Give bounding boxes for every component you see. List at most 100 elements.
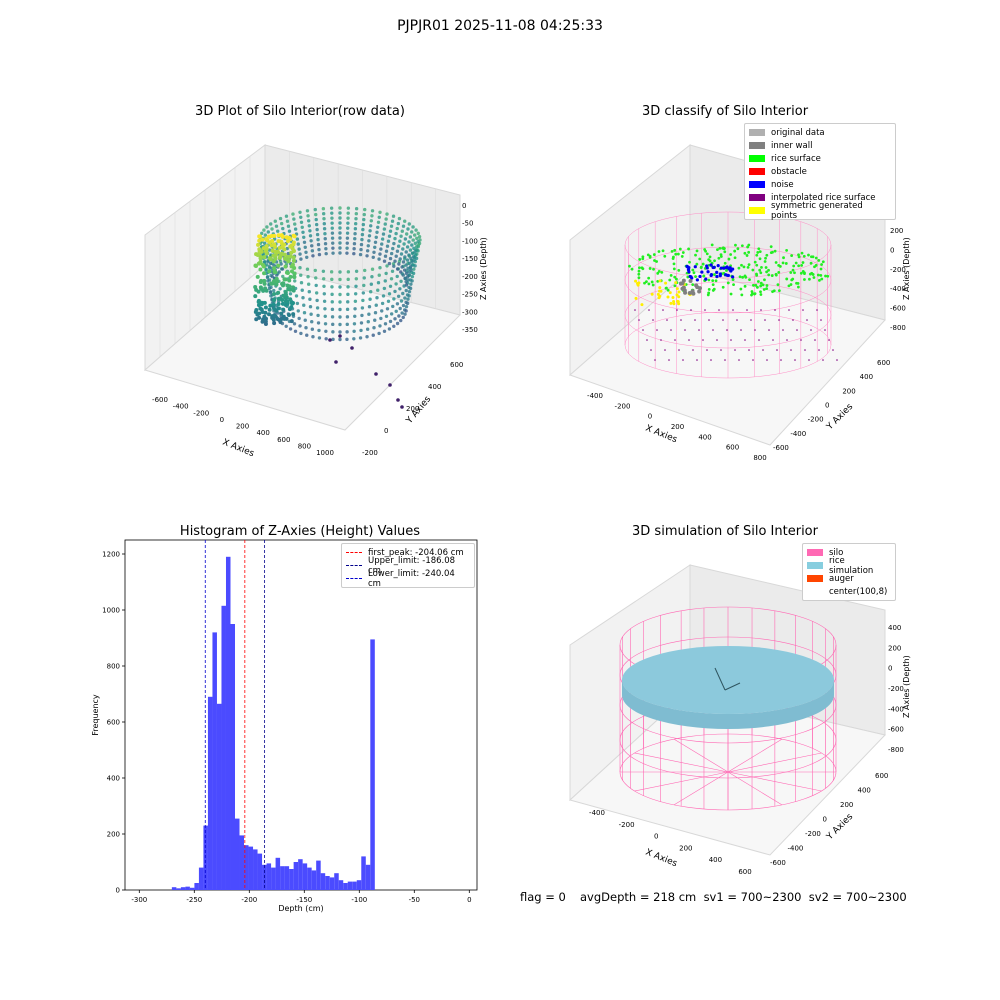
data-point	[288, 254, 293, 259]
rice-surface-point	[713, 259, 716, 263]
data-point	[298, 324, 302, 328]
data-point	[275, 317, 280, 322]
rice-surface-point	[731, 278, 735, 282]
data-point	[338, 307, 342, 312]
data-point	[295, 301, 300, 306]
data-point	[412, 246, 416, 251]
data-point	[394, 282, 398, 286]
data-point	[304, 326, 308, 330]
data-point	[322, 292, 327, 296]
data-point	[324, 329, 328, 334]
rice-surface-point	[691, 268, 695, 272]
data-point	[292, 266, 297, 271]
data-point	[316, 321, 321, 325]
data-point	[268, 303, 273, 308]
data-point	[285, 246, 289, 251]
data-point	[369, 282, 374, 286]
rice-surface-point	[651, 283, 655, 287]
rice-surface-point	[638, 258, 642, 261]
rice-surface-point	[646, 253, 650, 257]
data-point	[330, 231, 335, 235]
interpolated-point	[768, 329, 770, 331]
data-point	[297, 247, 301, 251]
rice-surface-point	[729, 253, 733, 256]
tick-label: -50	[409, 896, 420, 904]
data-point	[345, 307, 350, 312]
rice-surface-point	[792, 264, 796, 268]
data-point	[330, 226, 334, 230]
data-point	[397, 314, 401, 318]
rice-surface-point	[785, 249, 789, 252]
interpolated-point	[754, 329, 756, 331]
data-point	[260, 231, 264, 236]
rice-surface-point	[711, 279, 715, 283]
panel1-z-ticks: 0 -50 -100 -150 -200 -250 -300 -350	[462, 202, 478, 334]
histogram-bar	[289, 869, 294, 890]
interpolated-point	[708, 319, 710, 321]
symmetric-point	[640, 303, 644, 307]
rice-surface-point	[759, 271, 763, 275]
data-point	[276, 239, 281, 244]
data-point	[308, 229, 312, 233]
rice-surface-point	[663, 254, 667, 258]
interpolated-point	[730, 339, 732, 341]
tick-label: -300	[131, 896, 147, 904]
data-point	[391, 214, 396, 218]
data-point	[311, 254, 315, 258]
rice-surface-point	[652, 253, 656, 256]
histogram-bar	[194, 883, 199, 890]
interpolated-point	[766, 359, 768, 361]
panel3-bars	[171, 556, 375, 890]
histogram-bar	[189, 887, 195, 890]
data-point	[393, 317, 397, 321]
rice-surface-point	[750, 293, 753, 297]
rice-surface-point	[699, 266, 703, 270]
panel3-histogram: -300 -250 -200 -150 -100 -50 0 0 200 400 600 800 10…	[91, 539, 478, 913]
rice-surface-point	[726, 281, 730, 285]
data-point	[316, 313, 320, 318]
data-point	[403, 276, 407, 281]
noise-point	[709, 273, 713, 278]
rice-surface-point	[729, 292, 733, 296]
silo-floor-spoke	[727, 752, 822, 773]
rice-surface-point	[733, 256, 737, 260]
symmetric-point	[677, 302, 681, 306]
data-point	[381, 294, 386, 298]
data-point	[293, 222, 297, 226]
rice-surface-point	[803, 278, 806, 281]
legend-item: rice simulation	[803, 556, 895, 576]
data-point	[392, 264, 396, 268]
rice-surface-point	[698, 257, 702, 261]
rice-surface-point	[791, 268, 795, 272]
histogram-bar	[171, 887, 177, 890]
interpolated-point	[786, 339, 788, 341]
rice-surface-point	[747, 243, 751, 247]
data-point	[371, 333, 375, 337]
data-point	[329, 206, 334, 210]
histogram-bar	[253, 849, 258, 890]
data-point	[314, 217, 318, 222]
rice-surface-point	[797, 264, 801, 268]
data-point	[346, 300, 350, 304]
tick-label: 200	[890, 227, 903, 235]
data-point	[314, 222, 319, 227]
symmetric-point	[656, 292, 660, 296]
legend-item: interpolated rice surface	[745, 191, 895, 204]
data-point	[280, 267, 285, 271]
data-point	[281, 316, 286, 321]
data-point	[390, 219, 395, 223]
legend-swatch	[346, 552, 362, 553]
data-point	[401, 273, 405, 277]
auger-line	[724, 682, 741, 691]
tick-label: -400	[890, 285, 906, 293]
data-point	[352, 241, 357, 246]
interpolated-point	[694, 319, 696, 321]
silo-floor-spoke	[673, 738, 729, 773]
data-point	[390, 269, 395, 273]
data-point	[414, 228, 418, 232]
data-point	[313, 207, 317, 212]
data-point	[338, 315, 342, 319]
data-point	[382, 329, 387, 333]
data-point	[301, 230, 305, 234]
data-point	[367, 239, 371, 243]
